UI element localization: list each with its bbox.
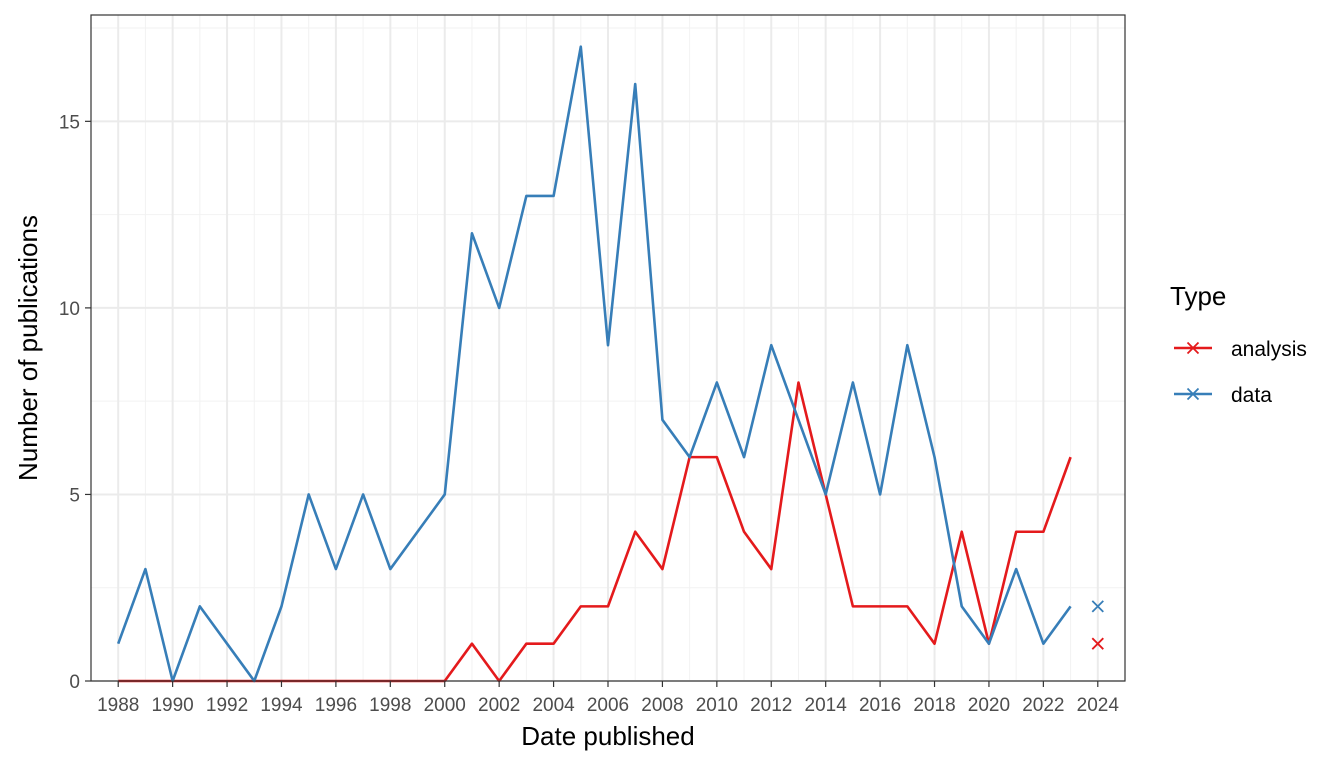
y-tick-label: 15: [59, 112, 80, 133]
x-tick-label: 2008: [641, 695, 683, 716]
x-axis-title: Date published: [521, 721, 694, 751]
x-tick-label: 2018: [913, 695, 955, 716]
grid-minor: [90, 15, 1126, 681]
series-line-data: [116, 45, 1072, 683]
x-tick-label: 2000: [424, 695, 466, 716]
x-tick-label: 2006: [587, 695, 629, 716]
x-tick-label: 2022: [1022, 695, 1064, 716]
y-tick-label: 10: [59, 299, 80, 320]
series-point-data: [1091, 600, 1104, 613]
legend-label: data: [1231, 384, 1272, 407]
x-tick-label: 2002: [478, 695, 520, 716]
x-tick-label: 2012: [750, 695, 792, 716]
x-tick-label: 1990: [151, 695, 193, 716]
y-tick-label: 0: [69, 672, 80, 693]
legend-title: Type: [1170, 281, 1226, 311]
x-tick-label: 2004: [532, 695, 575, 716]
legend-key-marker: [1186, 387, 1200, 401]
x-tick-label: 2016: [859, 695, 901, 716]
y-tick-labels: 0 5 10 15: [59, 112, 80, 693]
y-axis-title: Number of publications: [13, 215, 43, 481]
x-tick-label: 1996: [315, 695, 357, 716]
series-point-analysis: [1091, 637, 1104, 650]
x-tick-label: 1992: [206, 695, 248, 716]
x-tick-label: 1994: [260, 695, 303, 716]
legend-item-analysis: analysis: [1174, 338, 1307, 361]
y-tick-label: 5: [69, 485, 80, 506]
x-tick-labels: 1988 1990 1992 1994 1996 1998 2000 2002 2004 2006…: [97, 695, 1119, 716]
axis-ticks: [85, 120, 1099, 687]
x-tick-label: 2024: [1077, 695, 1120, 716]
x-tick-label: 1998: [369, 695, 411, 716]
x-tick-label: 2014: [805, 695, 848, 716]
x-tick-label: 1988: [97, 695, 139, 716]
legend-label: analysis: [1231, 338, 1307, 361]
legend-key-marker: [1186, 341, 1200, 355]
legend: Type analysis data: [1170, 281, 1307, 407]
legend-item-data: data: [1174, 384, 1272, 407]
x-tick-label: 2010: [696, 695, 738, 716]
x-tick-label: 2020: [968, 695, 1010, 716]
